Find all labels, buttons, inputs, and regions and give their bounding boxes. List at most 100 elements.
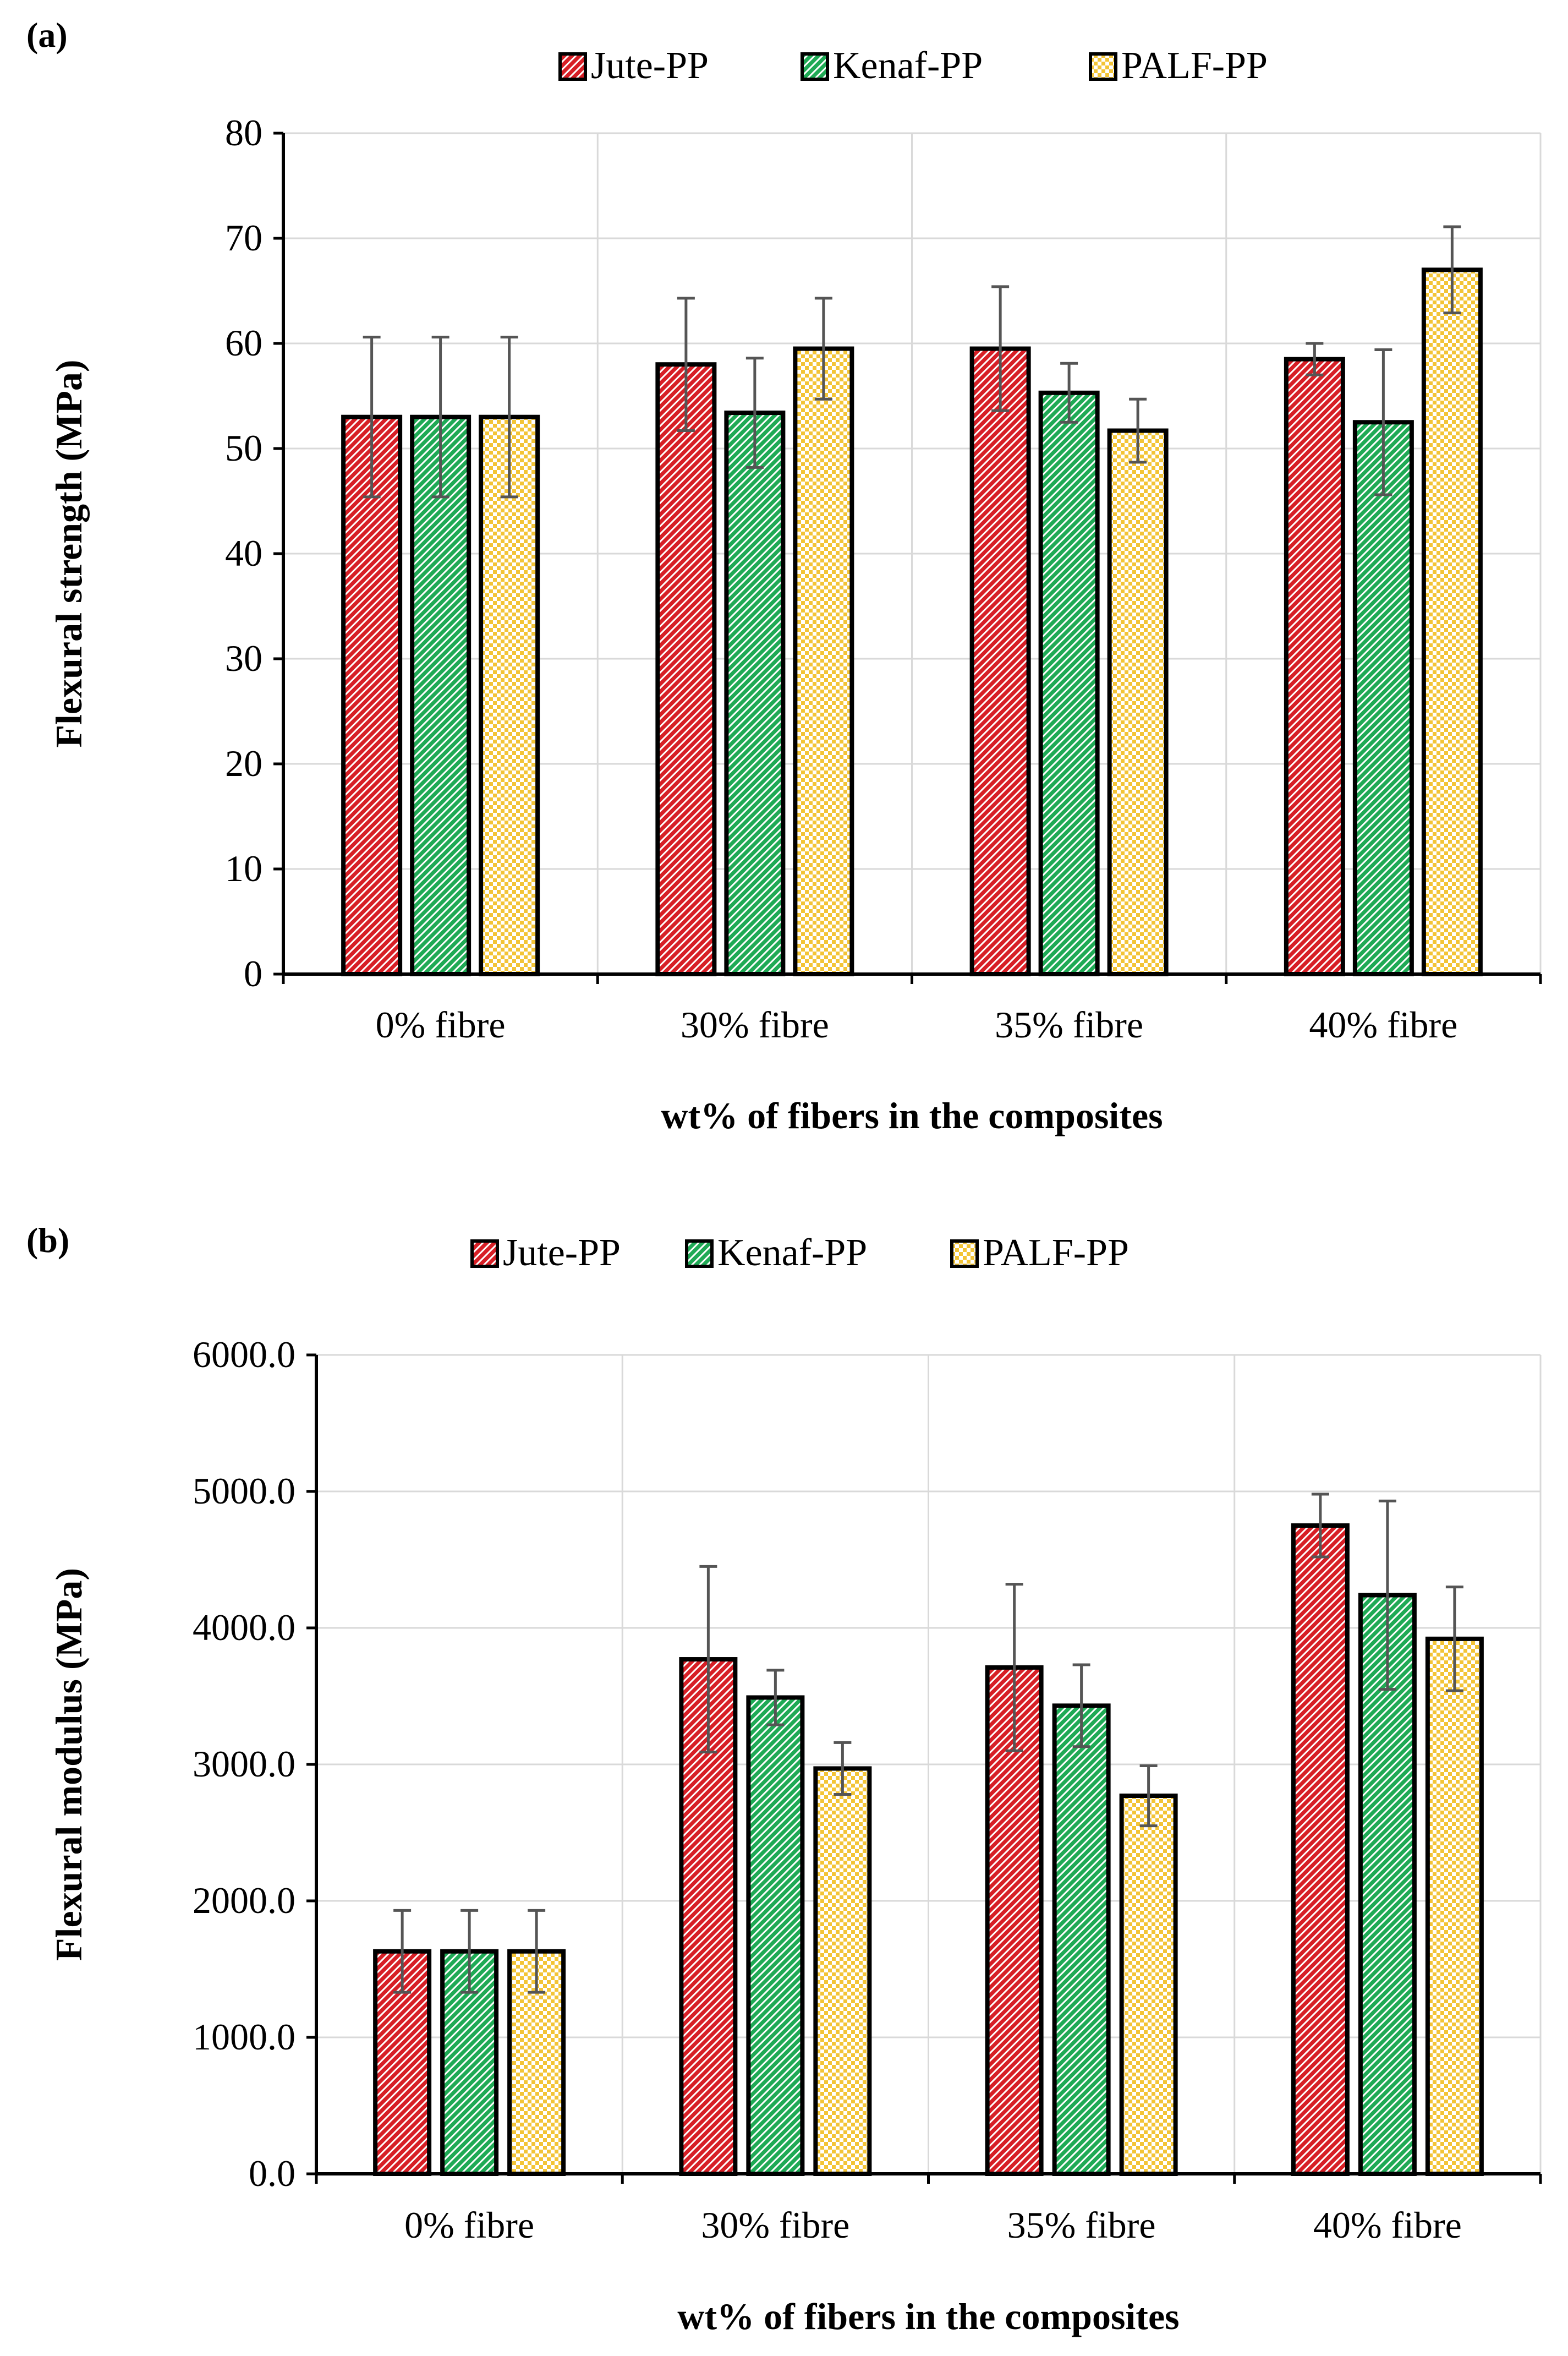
- x-category-label: 40% fibre: [1313, 2204, 1462, 2246]
- error-bar: [1139, 1764, 1158, 1828]
- bar-jute-pp-1: [679, 1657, 738, 2177]
- x-category-label: 35% fibre: [1007, 2204, 1156, 2246]
- legend-label: Jute-PP: [591, 45, 709, 87]
- bar-jute-pp-0: [341, 414, 403, 976]
- bars: [373, 1493, 1484, 2177]
- y-tick-label: 60: [225, 322, 262, 364]
- y-tick-label: 3000.0: [193, 1743, 295, 1785]
- x-axis-category-labels: 0% fibre 30% fibre 35% fibre 40% fibre: [404, 2204, 1462, 2246]
- panel-label: (a): [26, 15, 68, 54]
- legend-label: Jute-PP: [503, 1232, 621, 1274]
- y-tick-label: 0: [244, 953, 262, 994]
- y-tick-label: 10: [225, 848, 262, 889]
- gridlines: [316, 1354, 1542, 2174]
- x-category-label: 0% fibre: [404, 2204, 534, 2246]
- error-bar: [1378, 1499, 1396, 1691]
- legend-swatch: [950, 1239, 979, 1268]
- gridlines: [283, 132, 1542, 974]
- y-tick-label: 5000.0: [193, 1470, 295, 1512]
- x-category-label: 35% fibre: [995, 1004, 1143, 1046]
- y-tick-label: 1000.0: [193, 2016, 295, 2058]
- legend-item-kenaf-pp: Kenaf-PP: [685, 1232, 867, 1274]
- bar-kenaf-pp-0: [440, 1949, 499, 2176]
- y-axis-label: Flexural modulus (MPa): [48, 1568, 90, 1961]
- y-tick-label: 40: [225, 532, 262, 574]
- bar-kenaf-pp-2: [1038, 390, 1100, 976]
- legend-label: PALF-PP: [1121, 45, 1268, 87]
- bar-palf-pp-2: [1107, 428, 1169, 976]
- legend-item-kenaf-pp: Kenaf-PP: [801, 45, 983, 87]
- bar-palf-pp-1: [813, 1766, 872, 2176]
- y-tick-label: 20: [225, 742, 262, 784]
- y-axis-ticks: 0 10 20 30 40 50 60 70 80: [225, 112, 283, 994]
- legend-swatch: [801, 52, 829, 81]
- y-tick-label: 50: [225, 427, 262, 469]
- y-tick-label: 6000.0: [193, 1333, 295, 1375]
- bar-kenaf-pp-2: [1052, 1703, 1111, 2177]
- error-bar: [699, 1565, 717, 1754]
- legend-swatch: [1089, 52, 1117, 81]
- legend: Jute-PP Kenaf-PP PALF-PP: [558, 45, 1268, 87]
- bar-palf-pp-3: [1421, 267, 1483, 976]
- error-bar: [1443, 225, 1461, 315]
- bar-jute-pp-3: [1284, 357, 1345, 976]
- bar-jute-pp-1: [655, 362, 717, 977]
- error-bar: [1060, 362, 1078, 424]
- chart-panel-b: (b) Jute-PP Kenaf-PP PALF-PP 0.0 1000.0 2000…: [26, 1221, 1542, 2337]
- bar-jute-pp-3: [1291, 1523, 1350, 2176]
- bar-kenaf-pp-3: [1352, 420, 1414, 976]
- error-bar: [814, 297, 832, 401]
- error-bar: [528, 1909, 546, 1994]
- error-bar: [1005, 1583, 1023, 1752]
- legend-label: PALF-PP: [983, 1232, 1129, 1274]
- legend-swatch: [558, 52, 587, 81]
- bar-palf-pp-3: [1425, 1636, 1484, 2177]
- legend-item-palf-pp: PALF-PP: [1089, 45, 1268, 87]
- legend-item-jute-pp: Jute-PP: [558, 45, 709, 87]
- y-tick-label: 70: [225, 217, 262, 259]
- chart-panel-a: (a) Jute-PP Kenaf-PP PALF-PP 0 10 20 30 40 50 60…: [26, 15, 1542, 1136]
- error-bar: [1445, 1586, 1463, 1692]
- bar-jute-pp-2: [969, 346, 1031, 976]
- x-category-label: 30% fibre: [701, 2204, 849, 2246]
- error-bar: [1129, 397, 1147, 464]
- legend: Jute-PP Kenaf-PP PALF-PP: [470, 1232, 1129, 1274]
- axes: [282, 133, 1542, 984]
- error-bar: [460, 1909, 479, 1994]
- y-tick-label: 80: [225, 112, 262, 154]
- legend-item-jute-pp: Jute-PP: [470, 1232, 621, 1274]
- x-category-label: 30% fibre: [681, 1004, 829, 1046]
- bars: [341, 225, 1483, 977]
- x-axis-label: wt% of fibers in the composites: [677, 2295, 1179, 2337]
- bar-kenaf-pp-0: [410, 414, 472, 976]
- error-bar: [766, 1669, 785, 1726]
- panel-label: (b): [26, 1221, 69, 1260]
- y-tick-label: 0.0: [249, 2152, 295, 2194]
- legend-swatch: [685, 1239, 714, 1268]
- error-bar: [745, 357, 764, 469]
- bar-kenaf-pp-3: [1358, 1593, 1417, 2176]
- y-axis-label: Flexural strength (MPa): [48, 359, 90, 747]
- bar-palf-pp-0: [479, 414, 540, 976]
- bar-palf-pp-2: [1119, 1794, 1178, 2177]
- legend-label: Kenaf-PP: [833, 45, 983, 87]
- x-category-label: 40% fibre: [1309, 1004, 1457, 1046]
- legend-item-palf-pp: PALF-PP: [950, 1232, 1129, 1274]
- y-tick-label: 30: [225, 637, 262, 679]
- legend-label: Kenaf-PP: [717, 1232, 867, 1274]
- x-category-label: 0% fibre: [376, 1004, 506, 1046]
- error-bar: [431, 336, 449, 499]
- x-axis-label: wt% of fibers in the composites: [661, 1095, 1163, 1136]
- error-bar: [1306, 342, 1324, 376]
- legend-swatch: [470, 1239, 499, 1268]
- error-bar: [500, 336, 518, 499]
- error-bar: [1374, 348, 1392, 496]
- bar-kenaf-pp-1: [724, 411, 786, 976]
- error-bar: [677, 297, 695, 433]
- error-bar: [1311, 1493, 1329, 1559]
- bar-kenaf-pp-1: [746, 1695, 805, 2176]
- bar-palf-pp-1: [793, 346, 854, 976]
- error-bar: [1072, 1663, 1090, 1748]
- error-bar: [991, 285, 1010, 412]
